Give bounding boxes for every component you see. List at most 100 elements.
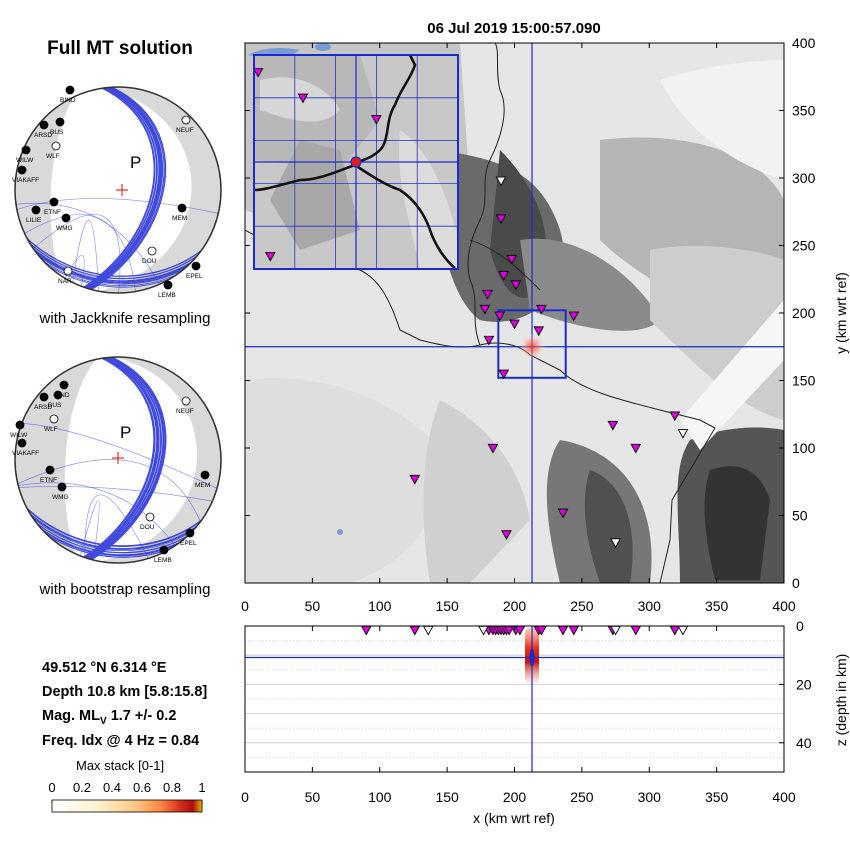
inset-station: [264, 252, 276, 262]
station-unused: [677, 429, 689, 439]
station-used: [483, 335, 495, 346]
station-dot: [181, 396, 191, 406]
colorbar-tick-label: 0.8: [163, 780, 181, 795]
magnitude-sub: V: [100, 715, 107, 727]
p-axis-marker: [116, 184, 128, 196]
y-axis-label: y (km wrt ref): [833, 272, 849, 354]
map-title: 06 Jul 2019 15:00:57.090: [427, 20, 601, 37]
station-dot: [63, 266, 73, 276]
depth-axes: 0 50 100 150 200 250 300 350 400 0 20 40: [241, 618, 812, 805]
depth-x-tick-label: 300: [638, 789, 662, 805]
station-used: [669, 411, 681, 422]
magnitude-prefix: Mag. ML: [42, 708, 100, 724]
station-dot: [21, 145, 31, 155]
z-tick-label: 0: [796, 618, 804, 634]
station-used: [482, 289, 493, 300]
station-label: WLF: [46, 153, 60, 160]
station-used: [501, 530, 512, 540]
p-axis-label: P: [130, 153, 141, 172]
beachball-bootstrap: P BINDARSDBUSWILWVIAKAFFWLFNEUFETNFWMGME…: [10, 356, 222, 564]
station-dot: [61, 213, 71, 223]
station-used: [479, 304, 491, 315]
colorbar-tick-label: 1: [198, 780, 205, 795]
depth-x-tick-label: 150: [435, 789, 459, 805]
station-label: WMG: [56, 225, 73, 232]
station-label: LEMB: [154, 557, 172, 564]
station-dot: [17, 438, 27, 448]
station-dot: [147, 246, 157, 256]
station-label: LILIE: [26, 217, 42, 224]
colorbar-tick-label: 0.2: [73, 780, 91, 795]
station-label: ETNF: [44, 209, 61, 216]
station-used: [557, 508, 569, 519]
x-tick-label: 250: [570, 598, 594, 614]
station-used: [498, 369, 510, 380]
station-used: [495, 214, 507, 225]
station-label: EPEL: [186, 273, 203, 280]
station-label: VIAKAFF: [12, 450, 39, 457]
depth-x-tick-label: 400: [772, 789, 796, 805]
station-label: WLF: [44, 426, 58, 433]
y-tick-label: 400: [792, 35, 816, 51]
station-used: [494, 311, 506, 322]
p-axis-label: P: [120, 423, 131, 442]
location-text: 49.512 °N 6.314 °E: [42, 660, 167, 676]
inset-station: [371, 115, 382, 125]
station-label: WILW: [16, 157, 34, 164]
depth-x-tick-label: 350: [705, 789, 729, 805]
colorbar: 0 0.2 0.4 0.6 0.8 1: [48, 780, 206, 813]
station-label: EPEL: [180, 540, 197, 547]
station-dot: [31, 205, 41, 215]
station-used: [509, 319, 520, 330]
x-axis-label: x (km wrt ref): [473, 810, 555, 826]
station-used: [510, 280, 522, 291]
station-label: DOU: [142, 258, 157, 265]
station-label: NEUF: [176, 408, 194, 415]
station-dot: [185, 528, 195, 538]
x-tick-label: 0: [241, 598, 249, 614]
depth-x-tick-label: 50: [305, 789, 321, 805]
station-dot: [65, 85, 75, 95]
station-unused: [495, 176, 507, 187]
x-tick-label: 350: [705, 598, 729, 614]
mt-solution-title: Full MT solution: [47, 38, 193, 59]
station-label: WMG: [52, 494, 69, 501]
epicenter-crosshair: [245, 43, 784, 583]
p-axis-marker: [112, 452, 124, 464]
magnitude-text: Mag. MLV 1.7 +/- 0.2: [42, 708, 176, 727]
colorbar-label: Max stack [0-1]: [76, 758, 165, 773]
station-dot: [55, 117, 65, 127]
y-tick-label: 150: [792, 373, 816, 389]
station-label: NEUF: [176, 127, 194, 134]
station-label: LEMB: [158, 292, 176, 299]
station-label: WILW: [10, 432, 28, 439]
y-tick-label: 350: [792, 103, 816, 119]
station-used: [607, 420, 619, 431]
x-tick-label: 400: [772, 598, 796, 614]
x-tick-label: 200: [503, 598, 527, 614]
station-used: [498, 271, 510, 281]
station-dot: [177, 203, 187, 213]
border-line: [467, 43, 505, 346]
station-dot: [145, 512, 155, 522]
bootstrap-caption: with bootstrap resampling: [39, 581, 211, 598]
zoom-box: [497, 309, 567, 379]
depth-x-tick-label: 200: [503, 789, 527, 805]
z-tick-label: 20: [796, 676, 812, 692]
station-label: DOU: [140, 524, 155, 531]
x-tick-label: 100: [368, 598, 392, 614]
station-dot: [57, 482, 67, 492]
inset-station: [252, 67, 264, 78]
y-tick-label: 250: [792, 238, 816, 254]
station-used: [506, 254, 518, 265]
magnitude-value: 1.7 +/- 0.2: [106, 708, 177, 724]
station-dot: [59, 380, 69, 390]
station-dot: [39, 392, 49, 402]
station-used: [536, 304, 547, 315]
y-tick-label: 300: [792, 170, 816, 186]
x-tick-label: 300: [638, 598, 662, 614]
z-tick-label: 40: [796, 735, 812, 751]
